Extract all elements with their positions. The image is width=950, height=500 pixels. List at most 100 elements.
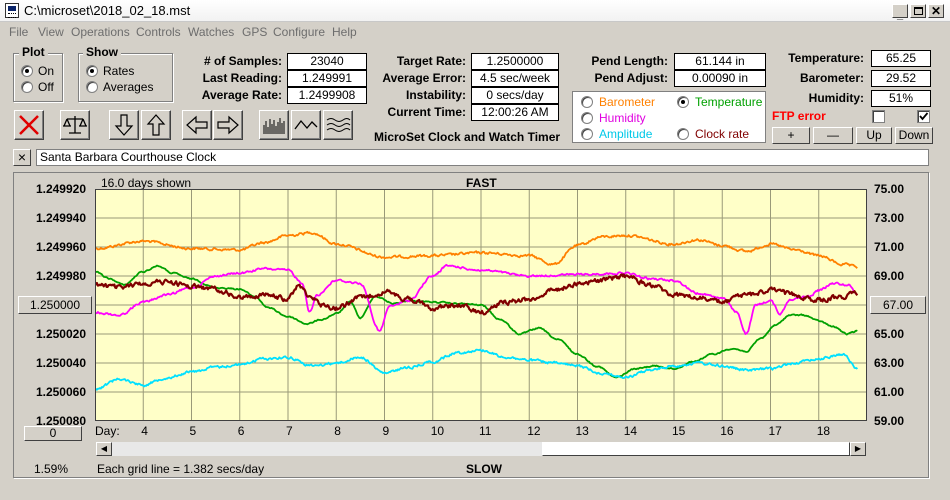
slow-label: SLOW: [466, 462, 502, 476]
close-x-icon: ×: [17, 149, 27, 165]
balance-scale-icon: [63, 116, 87, 134]
stop-x-icon: [19, 115, 39, 135]
chart-scrollbar[interactable]: ◀ ▶: [95, 441, 867, 457]
current-time-field: 12:00:26 AM: [471, 104, 559, 121]
plot-border: [95, 189, 867, 421]
x-tick-label: 9: [382, 424, 390, 438]
clock-rate-radio[interactable]: [677, 128, 689, 140]
temperature-option-label: Temperature: [695, 95, 763, 109]
x-tick-label: 14: [623, 424, 638, 438]
maximize-button[interactable]: [910, 4, 926, 18]
instability-label: Instability:: [405, 88, 466, 102]
multi-wave-icon: [326, 118, 351, 132]
left-tick-label: 1.249940: [35, 211, 86, 225]
show-group-title: Show: [83, 45, 121, 59]
close-window-button[interactable]: ✕: [928, 4, 944, 18]
minus-button[interactable]: —: [813, 127, 853, 144]
left-tick-label: 1.250020: [35, 327, 86, 341]
right-tick-label: 59.00: [874, 414, 905, 428]
grid-note-label: Each grid line = 1.382 secs/day: [97, 462, 265, 476]
amplitude-radio[interactable]: [581, 128, 593, 140]
left-tick-label: 1.249920: [35, 182, 86, 196]
series-line-temperature: [95, 264, 858, 379]
show-rates-radio[interactable]: [86, 65, 98, 77]
down-button[interactable]: Down: [895, 127, 933, 144]
zero-button[interactable]: 0: [24, 426, 82, 441]
series-line-clock-rate: [95, 273, 859, 316]
histogram-button[interactable]: [259, 110, 289, 140]
scroll-left-button[interactable]: ◀: [96, 442, 112, 456]
fast-label: FAST: [466, 176, 497, 190]
barometer-radio[interactable]: [581, 96, 593, 108]
x-tick-label: 13: [575, 424, 589, 438]
x-tick-label: 5: [189, 424, 197, 438]
up-button[interactable]: Up: [856, 127, 892, 144]
close-icon: ✕: [930, 4, 942, 18]
minimize-button[interactable]: _: [892, 4, 908, 21]
menu-watches[interactable]: Watches: [188, 25, 235, 39]
down-arrow-button[interactable]: [109, 110, 139, 140]
maximize-icon: [913, 7, 923, 15]
x-tick-label: 15: [672, 424, 686, 438]
plot-off-radio[interactable]: [21, 81, 33, 93]
clock-rate-option-label: Clock rate: [695, 127, 750, 141]
series-layer: [95, 230, 859, 391]
humidity-radio[interactable]: [581, 112, 593, 124]
wave-button[interactable]: [291, 110, 321, 140]
balance-button[interactable]: [60, 110, 90, 140]
title-bar: C:\microset\2018_02_18.mst _ ✕: [0, 0, 950, 22]
last-reading-label: Last Reading:: [202, 71, 282, 85]
scroll-right-button[interactable]: ▶: [850, 442, 866, 456]
days-shown-label: 16.0 days shown: [101, 176, 192, 190]
average-error-label: Average Error:: [382, 71, 466, 85]
stop-button[interactable]: [14, 110, 44, 140]
up-arrow-button[interactable]: [141, 110, 171, 140]
left-tick-label: 1.249980: [35, 269, 86, 283]
pend-adjust-field[interactable]: 0.00090 in: [674, 70, 766, 87]
app-name-label: MicroSet Clock and Watch Timer: [374, 130, 561, 144]
menu-view[interactable]: View: [38, 25, 64, 39]
x-tick-label: 8: [334, 424, 341, 438]
temperature-radio[interactable]: [677, 96, 689, 108]
clear-clock-name-button[interactable]: ×: [13, 149, 31, 166]
amplitude-option-label: Amplitude: [599, 127, 653, 141]
left-tick-label: 1.250040: [35, 356, 86, 370]
humidity-label: Humidity:: [808, 91, 864, 105]
plot-on-radio[interactable]: [21, 65, 33, 77]
menu-help[interactable]: Help: [332, 25, 357, 39]
menu-controls[interactable]: Controls: [136, 25, 181, 39]
target-rate-label: Target Rate:: [396, 54, 466, 68]
ftp-checkbox-1[interactable]: [872, 110, 885, 123]
scroll-thumb[interactable]: [542, 442, 850, 456]
target-rate-field[interactable]: 1.2500000: [471, 53, 559, 70]
show-rates-label: Rates: [103, 64, 135, 78]
menu-file[interactable]: File: [9, 25, 29, 39]
samples-label: # of Samples:: [203, 54, 282, 68]
menu-configure[interactable]: Configure: [273, 25, 326, 39]
plus-button[interactable]: +: [772, 127, 810, 144]
clock-name-field[interactable]: Santa Barbara Courthouse Clock: [36, 149, 929, 166]
menu-operations[interactable]: Operations: [71, 25, 130, 39]
multi-wave-button[interactable]: [323, 110, 353, 140]
right-tick-label: 73.00: [874, 211, 905, 225]
plot-group-title: Plot: [19, 45, 48, 59]
ftp-error-label: FTP error: [772, 109, 826, 123]
left-arrow-button[interactable]: [182, 110, 212, 140]
right-tick-label: 63.00: [874, 356, 905, 370]
right-tick-label: 69.00: [874, 269, 905, 283]
menu-gps[interactable]: GPS: [242, 25, 268, 39]
average-rate-label: Average Rate:: [201, 88, 282, 102]
ftp-checkbox-2[interactable]: [917, 110, 930, 123]
wave-icon: [294, 119, 318, 130]
series-line-humidity: [95, 263, 858, 335]
right-arrow-button[interactable]: [213, 110, 243, 140]
show-averages-label: Averages: [103, 80, 154, 94]
left-axis-center-button[interactable]: 1.250000: [18, 296, 92, 314]
left-tick-label: 1.249960: [35, 240, 86, 254]
app-icon[interactable]: [5, 3, 19, 18]
right-axis-center-button[interactable]: 67.00: [870, 296, 926, 314]
x-tick-label: 16: [720, 424, 734, 438]
show-averages-radio[interactable]: [86, 81, 98, 93]
scroll-left-icon: ◀: [100, 444, 108, 453]
pend-length-field[interactable]: 61.144 in: [674, 53, 766, 70]
